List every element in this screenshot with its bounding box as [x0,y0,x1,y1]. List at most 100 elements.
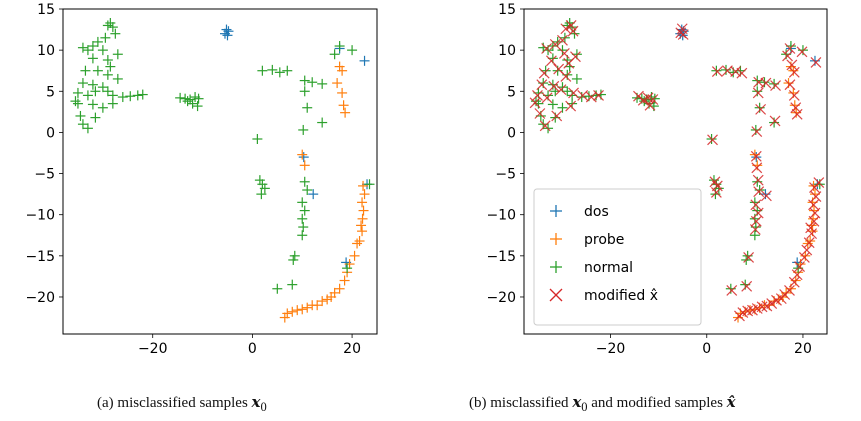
data-point-modified [538,67,550,79]
caption-b-text: (b) misclassified [469,395,573,411]
data-point-normal [267,64,278,75]
data-point-modified [788,66,800,78]
y-tick-label: 5 [46,84,55,100]
y-tick-label: −20 [25,290,55,306]
data-point-normal [259,183,270,194]
caption-b-mid: and modified samples [587,395,727,411]
data-point-modified [788,276,800,288]
data-point-normal [557,102,568,113]
data-point-modified [769,115,781,127]
legend-label: modified x̂ [584,288,658,304]
data-point-normal [302,185,313,196]
data-point-probe [354,236,365,247]
data-point-normal [297,197,308,208]
data-point-normal [87,99,98,110]
data-point-modified [726,284,738,296]
scatter-chart-b: −20 0 20 15 10 5 0 −5 −10 −15 −20 dos probe normal mod… [486,2,828,357]
data-point-modified [760,77,772,89]
data-point-modified [563,57,575,69]
data-point-normal [102,69,113,80]
data-point-modified [761,300,773,312]
data-point-modified [810,57,822,68]
data-point-probe [344,259,355,270]
y-tick-label: −10 [25,208,55,224]
data-point-normal [317,78,328,89]
data-point-modified [529,97,541,109]
data-point-normal [185,94,196,105]
y-tick-label: 10 [498,43,516,59]
data-point-normal [97,82,108,93]
data-point-probe [334,283,345,294]
data-point-modified [565,100,577,112]
data-point-probe [334,61,345,72]
data-point-modified [585,91,597,103]
data-point-modified [749,224,761,235]
data-point-probe [282,308,293,319]
data-point-normal [97,45,108,56]
data-point-normal [342,263,353,274]
data-point-modified [791,108,803,120]
data-point-normal [82,123,93,134]
data-point-normal [288,254,299,265]
data-point-modified [753,186,765,198]
data-point-normal [334,41,345,52]
data-point-probe [317,296,328,307]
y-tick-label: 0 [46,125,55,141]
data-point-normal [107,22,118,33]
data-point-modified [647,94,659,105]
data-point-normal [132,90,143,101]
data-point-modified [549,38,561,50]
data-point-normal [92,65,103,76]
data-point-modified [565,20,577,31]
data-point-normal [317,117,328,128]
data-point-normal [272,283,283,294]
data-point-normal [107,98,118,109]
caption-a: (a) misclassified samples x0 [97,393,267,415]
data-point-normal [257,179,268,190]
data-point-modified [593,89,604,101]
data-point-probe [279,312,290,323]
data-point-modified [560,23,572,35]
data-point-dos [308,189,319,200]
data-point-normal [90,112,101,123]
data-point-normal [180,93,191,104]
y-tick-label: −20 [486,290,516,306]
data-point-normal [187,98,198,109]
data-point-normal [72,98,83,109]
data-point-normal [297,213,308,224]
data-point-probe [297,149,308,160]
data-point-modified [751,162,763,174]
data-point-normal [571,73,582,84]
y-tick-label: 15 [37,2,55,18]
data-point-normal [347,45,358,56]
data-point-normal [110,28,121,39]
legend-label: probe [584,232,624,248]
data-point-normal [299,75,310,86]
legend-label: normal [584,260,633,276]
x-tick-label: 20 [343,341,361,357]
data-point-normal [92,36,103,47]
data-point-normal [282,65,293,76]
data-point-normal [299,205,310,216]
x-tick-label: 0 [702,341,711,357]
data-point-modified [760,190,772,202]
data-point-modified [557,34,568,46]
data-point-normal [289,250,300,261]
data-point-modified [752,174,764,186]
data-point-modified [568,87,579,99]
legend: dos probe normal modified x̂ [533,188,702,326]
plot-frame [62,8,378,335]
data-point-modified [711,180,723,192]
legend-item: modified x̂ [549,288,658,304]
data-point-normal [256,189,267,200]
data-point-modified [810,191,822,203]
data-point-normal [287,279,298,290]
data-point-normal [137,89,148,100]
data-point-probe [332,78,343,89]
data-point-normal [77,119,88,130]
data-point-modified [558,48,570,59]
data-point-probe [357,213,368,224]
data-point-probe [337,65,348,76]
data-point-probe [357,226,368,237]
data-point-dos [298,152,309,163]
